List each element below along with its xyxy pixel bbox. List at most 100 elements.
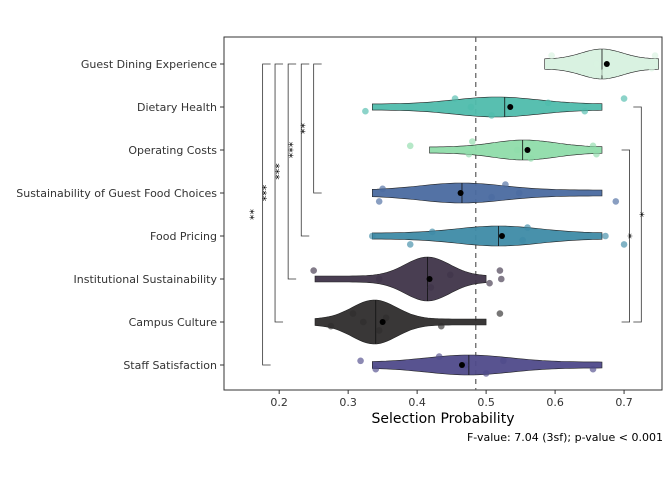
data-point bbox=[435, 353, 443, 360]
y-tick-label: Guest Dining Experience bbox=[81, 58, 217, 71]
y-tick-label: Institutional Sustainability bbox=[74, 273, 218, 286]
mean-point-institutional-sustainability bbox=[426, 276, 433, 282]
x-tick-label: 0.5 bbox=[477, 396, 495, 409]
data-point bbox=[429, 228, 436, 236]
y-tick-label: Staff Satisfaction bbox=[123, 359, 217, 372]
data-point bbox=[651, 52, 659, 59]
bracket-right bbox=[621, 149, 630, 323]
data-point bbox=[593, 60, 600, 68]
data-point bbox=[524, 224, 531, 231]
data-point bbox=[437, 322, 445, 330]
mean-point-sustainability-of-guest-food-choices bbox=[457, 190, 464, 196]
data-point bbox=[612, 198, 620, 205]
bracket-right bbox=[633, 106, 642, 323]
data-point bbox=[488, 193, 495, 201]
data-point bbox=[486, 279, 493, 287]
data-point bbox=[548, 52, 555, 59]
data-point bbox=[600, 69, 607, 76]
data-point bbox=[406, 142, 414, 150]
data-point bbox=[467, 103, 475, 111]
data-point bbox=[465, 150, 473, 158]
data-point bbox=[620, 95, 628, 102]
data-point bbox=[406, 241, 414, 248]
mean-point-operating-costs bbox=[524, 147, 531, 153]
significance-label: ** bbox=[299, 123, 312, 135]
significance-label: *** bbox=[260, 184, 273, 201]
data-point bbox=[368, 232, 376, 240]
bracket-left bbox=[300, 63, 310, 237]
y-tick-label: Dietary Health bbox=[137, 101, 217, 114]
data-point bbox=[589, 142, 597, 150]
data-point bbox=[375, 275, 383, 283]
data-point bbox=[502, 181, 509, 188]
significance-label: *** bbox=[286, 141, 299, 158]
x-axis-title: Selection Probability bbox=[372, 411, 515, 427]
data-point bbox=[310, 267, 317, 274]
y-axis: Guest Dining Experience Dietary Health Ope… bbox=[16, 58, 224, 372]
bracket-left bbox=[274, 63, 284, 323]
data-point bbox=[446, 271, 454, 279]
data-point bbox=[497, 275, 505, 283]
data-point bbox=[603, 56, 611, 64]
mean-point-dietary-health bbox=[507, 104, 514, 110]
data-point bbox=[581, 107, 589, 115]
x-tick-label: 0.6 bbox=[546, 396, 564, 409]
data-point bbox=[515, 189, 523, 197]
data-point bbox=[379, 185, 386, 193]
violin-campus-culture bbox=[314, 299, 487, 345]
data-point bbox=[496, 267, 504, 274]
violins bbox=[314, 48, 659, 376]
data-point bbox=[360, 318, 367, 326]
y-tick-label: Sustainability of Guest Food Choices bbox=[16, 187, 217, 200]
data-point bbox=[500, 357, 507, 365]
data-point bbox=[375, 198, 383, 205]
plot-panel bbox=[223, 36, 663, 391]
bracket-left bbox=[262, 63, 271, 366]
significance-brackets: ************* ** bbox=[248, 63, 650, 366]
violin-sustainability-of-guest-food-choices bbox=[372, 182, 603, 204]
significance-label: * bbox=[637, 211, 650, 217]
bracket-left bbox=[287, 63, 297, 280]
y-tick-label: Food Pricing bbox=[150, 230, 217, 243]
y-tick-label: Campus Culture bbox=[129, 316, 218, 329]
mean-point-staff-satisfaction bbox=[458, 362, 465, 368]
violin-institutional-sustainability bbox=[314, 256, 487, 302]
bracket-left bbox=[313, 63, 322, 194]
mean-point-guest-dining-experience bbox=[603, 61, 610, 67]
violin-staff-satisfaction bbox=[372, 354, 603, 376]
x-tick-label: 0.3 bbox=[339, 396, 357, 409]
data-point bbox=[349, 310, 357, 317]
data-point bbox=[382, 314, 390, 322]
data-point bbox=[372, 365, 380, 373]
data-point bbox=[593, 150, 600, 158]
data-point bbox=[362, 107, 369, 115]
violin-food-pricing bbox=[372, 225, 603, 247]
data-point bbox=[496, 310, 504, 317]
data-point bbox=[451, 95, 459, 102]
mean-point-campus-culture bbox=[379, 319, 386, 325]
data-point bbox=[602, 232, 609, 240]
x-tick-label: 0.4 bbox=[408, 396, 426, 409]
significance-label: *** bbox=[273, 163, 286, 180]
y-tick-label: Operating Costs bbox=[128, 144, 217, 157]
significance-label: ** bbox=[248, 209, 261, 221]
data-point bbox=[589, 365, 597, 373]
caption-stats: F-value: 7.04 (3sf); p-value < 0.001 bbox=[467, 431, 663, 444]
x-axis: 0.2 0.3 0.4 0.5 0.6 0.7 bbox=[270, 390, 633, 409]
x-tick-label: 0.7 bbox=[615, 396, 633, 409]
mean-point-food-pricing bbox=[498, 233, 505, 239]
significance-label: * bbox=[626, 233, 639, 239]
data-point bbox=[427, 284, 435, 291]
data-point bbox=[519, 236, 526, 244]
data-point bbox=[327, 322, 335, 330]
data-point bbox=[620, 241, 628, 248]
data-point bbox=[375, 327, 383, 334]
data-point bbox=[469, 138, 476, 145]
data-point bbox=[648, 64, 655, 72]
data-point bbox=[513, 146, 521, 154]
jitter-points bbox=[310, 52, 659, 377]
data-point bbox=[544, 99, 552, 107]
data-point bbox=[357, 357, 364, 365]
violin-dietary-health bbox=[372, 96, 603, 118]
